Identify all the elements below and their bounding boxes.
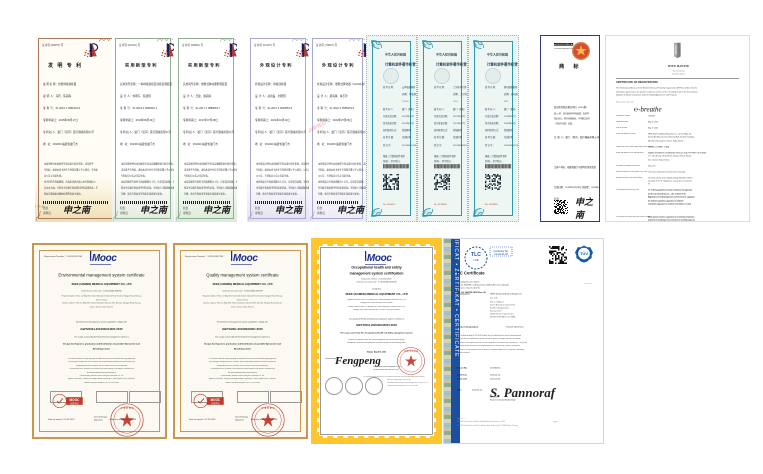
svg-text:MOOC: MOOC xyxy=(210,398,221,402)
svg-text:LAB: LAB xyxy=(474,258,479,262)
svg-text:CA-20-04-28: CA-20-04-28 xyxy=(494,253,508,256)
svg-text:TÜV: TÜV xyxy=(580,251,588,256)
svg-text:★★★★★: ★★★★★ xyxy=(261,406,275,410)
svg-text:★★★★★: ★★★★★ xyxy=(120,406,134,410)
svg-text:TLC: TLC xyxy=(471,252,481,258)
svg-text:CERTIFICATE: CERTIFICATE xyxy=(404,350,419,353)
svg-text:MOOC: MOOC xyxy=(69,398,80,402)
